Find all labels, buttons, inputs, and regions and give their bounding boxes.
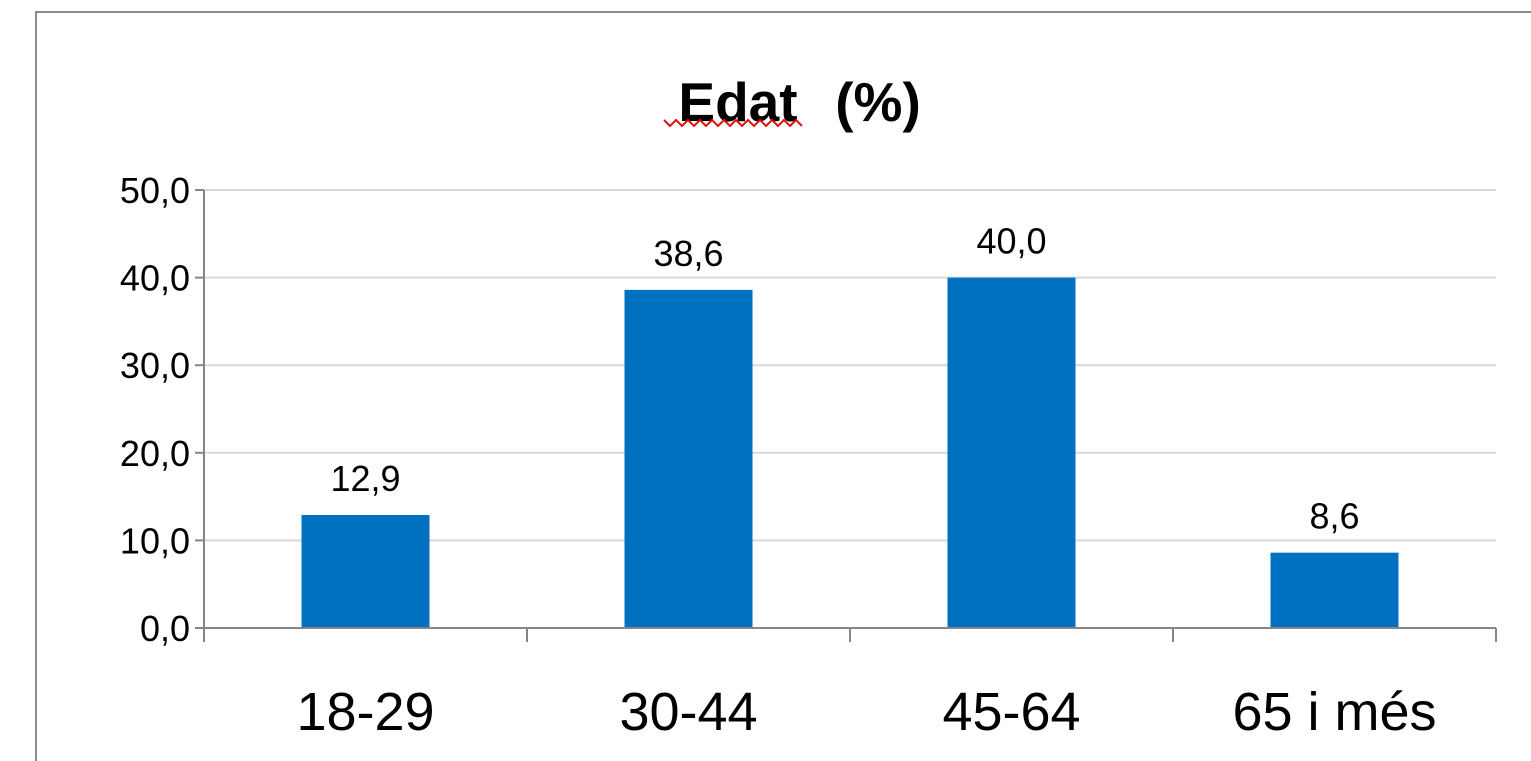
bar bbox=[948, 278, 1076, 628]
y-tick-label: 0,0 bbox=[140, 608, 190, 649]
x-tick-label: 18-29 bbox=[296, 682, 434, 742]
y-tick-label: 40,0 bbox=[120, 258, 190, 299]
data-label: 12,9 bbox=[330, 458, 400, 499]
y-tick-label: 30,0 bbox=[120, 345, 190, 386]
bar bbox=[302, 515, 430, 628]
data-label: 38,6 bbox=[653, 233, 723, 274]
bar bbox=[625, 290, 753, 628]
data-label: 40,0 bbox=[976, 221, 1046, 262]
y-tick-label: 50,0 bbox=[120, 170, 190, 211]
y-tick-label: 10,0 bbox=[120, 520, 190, 561]
x-tick-label: 45-64 bbox=[942, 682, 1080, 742]
chart-title: Edat (%) bbox=[664, 71, 921, 133]
labels: 0,0 10,0 20,0 30,0 40,0 50,0 12,9 18-29 38,6 30-4… bbox=[120, 170, 1437, 742]
x-tick-label: 30-44 bbox=[619, 682, 757, 742]
y-tick-label: 20,0 bbox=[120, 433, 190, 474]
chart-title-unit: (%) bbox=[835, 71, 921, 133]
x-tick-label: 65 i més bbox=[1232, 682, 1436, 742]
bar bbox=[1271, 553, 1399, 628]
data-label: 8,6 bbox=[1309, 496, 1359, 537]
